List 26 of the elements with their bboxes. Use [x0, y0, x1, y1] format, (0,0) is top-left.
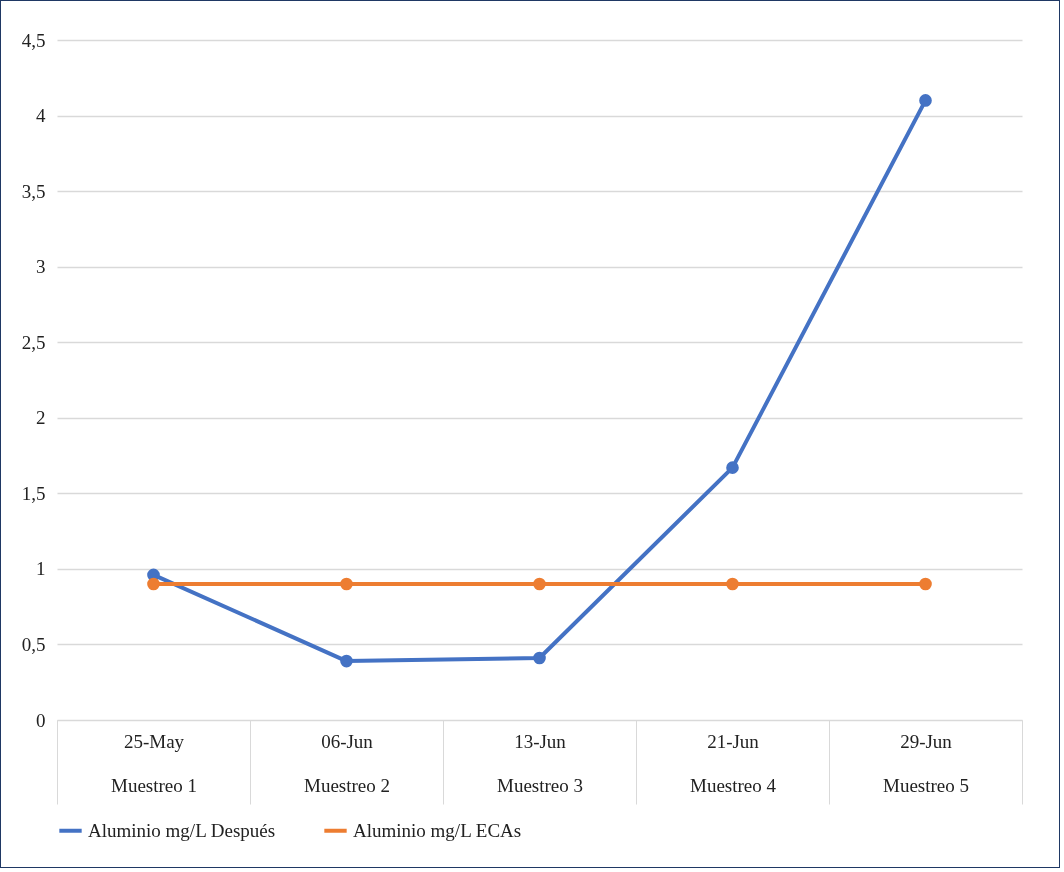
- y-tick-label: 1: [36, 558, 46, 580]
- legend-label: Aluminio mg/L ECAs: [353, 819, 522, 841]
- point: [340, 577, 353, 591]
- point: [919, 94, 932, 107]
- point: [726, 461, 739, 474]
- category-label: 06-Jun Muestreo 2: [303, 730, 391, 796]
- point: [726, 577, 739, 591]
- category-label: 29-Jun Muestreo 5: [882, 730, 970, 796]
- point: [919, 577, 932, 591]
- y-tick-label: 2,5: [21, 331, 46, 353]
- category-label: 21-Jun Muestreo 4: [689, 730, 777, 796]
- category-label: 25-May Muestreo 1: [110, 730, 198, 796]
- y-tick-label: 2: [36, 407, 46, 429]
- y-tick-label: 3,5: [21, 180, 46, 202]
- category-label: 13-Jun Muestreo 3: [496, 730, 584, 796]
- y-tick-label: 0: [36, 709, 46, 731]
- y-tick-label: 4: [36, 105, 46, 127]
- y-tick-label: 3: [36, 256, 46, 278]
- y-tick-label: 4,5: [21, 29, 46, 51]
- legend-label: Aluminio mg/L Después: [88, 819, 276, 841]
- point: [340, 654, 353, 668]
- point: [533, 651, 546, 665]
- y-tick-label: 0,5: [21, 633, 46, 655]
- point: [147, 577, 160, 591]
- point: [533, 577, 546, 591]
- y-tick-label: 1,5: [21, 482, 46, 504]
